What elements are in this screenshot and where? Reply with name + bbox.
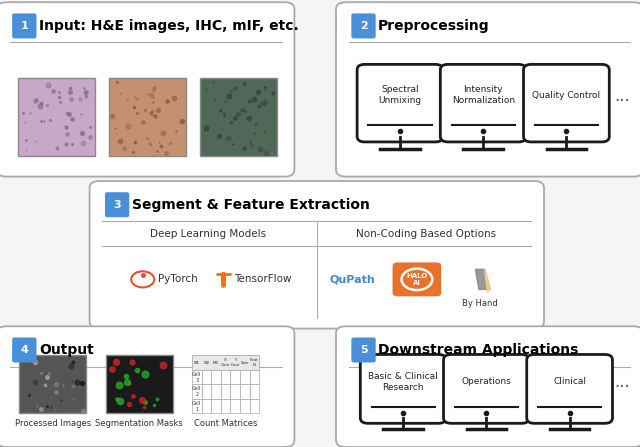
- Text: 3: 3: [113, 200, 121, 210]
- Bar: [230, 399, 240, 413]
- Bar: [192, 384, 202, 399]
- Bar: [192, 370, 202, 384]
- Bar: [18, 78, 95, 156]
- Text: M2: M2: [204, 361, 209, 365]
- FancyBboxPatch shape: [336, 2, 640, 177]
- Bar: [200, 78, 277, 156]
- Bar: [211, 384, 221, 399]
- FancyBboxPatch shape: [351, 13, 376, 38]
- Text: Segmentation Masks: Segmentation Masks: [95, 419, 183, 428]
- Text: Y
Coor: Y Coor: [230, 358, 240, 367]
- FancyBboxPatch shape: [440, 64, 526, 142]
- FancyBboxPatch shape: [357, 64, 443, 142]
- Text: Preprocessing: Preprocessing: [378, 19, 490, 33]
- Text: HALO
AI: HALO AI: [406, 273, 428, 286]
- Text: Cell
3: Cell 3: [192, 372, 202, 383]
- Bar: [109, 78, 186, 156]
- Bar: [211, 355, 221, 370]
- Text: M1: M1: [194, 361, 200, 365]
- Text: Deep Learning Models: Deep Learning Models: [150, 229, 266, 239]
- Text: Operations: Operations: [461, 377, 511, 386]
- Text: By Hand: By Hand: [462, 299, 498, 308]
- Bar: [230, 384, 240, 399]
- Bar: [221, 370, 230, 384]
- Bar: [202, 370, 211, 384]
- Text: X
Coor: X Coor: [221, 358, 230, 367]
- Text: Input: H&E images, IHC, mIF, etc.: Input: H&E images, IHC, mIF, etc.: [39, 19, 299, 33]
- Text: 2: 2: [360, 21, 367, 31]
- Bar: [240, 399, 250, 413]
- Bar: [230, 370, 240, 384]
- Text: ...: ...: [614, 373, 630, 391]
- FancyBboxPatch shape: [0, 326, 294, 447]
- Bar: [192, 399, 202, 413]
- Text: QuPath: QuPath: [330, 274, 376, 284]
- Text: 1: 1: [20, 21, 28, 31]
- Bar: [221, 399, 230, 413]
- Text: Spectral
Unmixing: Spectral Unmixing: [378, 85, 422, 105]
- Polygon shape: [484, 269, 490, 292]
- Bar: [202, 384, 211, 399]
- Bar: [240, 384, 250, 399]
- Text: 4: 4: [20, 345, 28, 355]
- FancyBboxPatch shape: [444, 354, 529, 423]
- FancyBboxPatch shape: [360, 354, 446, 423]
- FancyBboxPatch shape: [12, 13, 36, 38]
- Text: Intensity
Normalization: Intensity Normalization: [452, 85, 515, 105]
- Polygon shape: [476, 269, 490, 290]
- FancyBboxPatch shape: [12, 337, 36, 363]
- Text: Size: Size: [241, 361, 249, 365]
- Bar: [202, 399, 211, 413]
- FancyBboxPatch shape: [527, 354, 612, 423]
- Bar: [211, 399, 221, 413]
- Text: PyTorch: PyTorch: [158, 274, 198, 284]
- Text: ...: ...: [614, 87, 630, 105]
- Text: Non-Coding Based Options: Non-Coding Based Options: [356, 229, 495, 239]
- Text: Basic & Clinical
Research: Basic & Clinical Research: [369, 372, 438, 392]
- Bar: [19, 355, 86, 413]
- Text: Processed Images: Processed Images: [15, 419, 91, 428]
- Text: 5: 5: [360, 345, 367, 355]
- Bar: [202, 355, 211, 370]
- Text: Output: Output: [39, 343, 94, 357]
- Text: Cell
1: Cell 1: [192, 401, 202, 412]
- Bar: [230, 355, 240, 370]
- Text: TensorFlow: TensorFlow: [234, 274, 291, 284]
- Text: M3: M3: [213, 361, 219, 365]
- Bar: [250, 355, 259, 370]
- Text: Quality Control: Quality Control: [532, 91, 600, 100]
- Bar: [221, 355, 230, 370]
- FancyBboxPatch shape: [392, 262, 441, 296]
- Text: Feat
N: Feat N: [250, 358, 259, 367]
- Bar: [250, 370, 259, 384]
- Text: Downstream Applications: Downstream Applications: [378, 343, 579, 357]
- FancyBboxPatch shape: [90, 181, 544, 329]
- Text: Count Matrices: Count Matrices: [194, 419, 257, 428]
- Text: Cell
2: Cell 2: [192, 386, 202, 397]
- Bar: [192, 355, 202, 370]
- Bar: [211, 370, 221, 384]
- Bar: [221, 384, 230, 399]
- Bar: [250, 399, 259, 413]
- Bar: [240, 355, 250, 370]
- FancyBboxPatch shape: [351, 337, 376, 363]
- Text: Clinical: Clinical: [553, 377, 586, 386]
- FancyBboxPatch shape: [0, 2, 294, 177]
- FancyBboxPatch shape: [336, 326, 640, 447]
- Bar: [106, 355, 173, 413]
- Bar: [240, 370, 250, 384]
- FancyBboxPatch shape: [524, 64, 609, 142]
- Bar: [250, 384, 259, 399]
- Text: Segment & Feature Extraction: Segment & Feature Extraction: [132, 198, 370, 212]
- FancyBboxPatch shape: [105, 192, 129, 217]
- Bar: [192, 355, 259, 370]
